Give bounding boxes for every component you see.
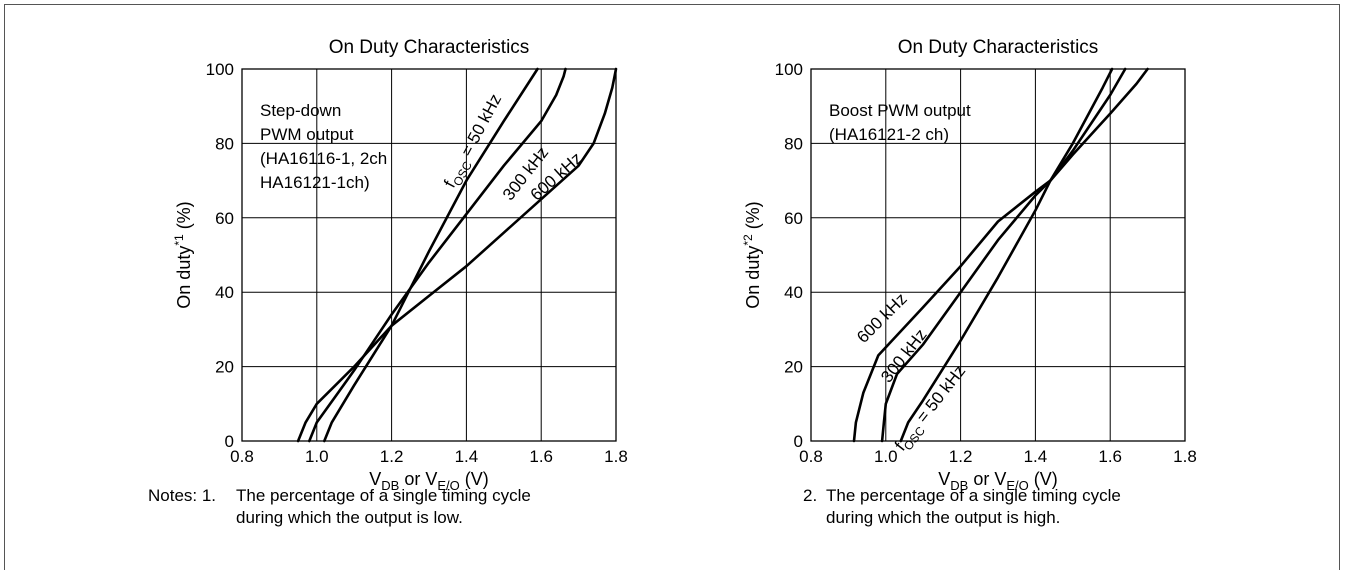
note-left-line1: The percentage of a single timing cycle xyxy=(236,486,531,505)
y-axis-label-sup: *2 xyxy=(741,234,755,246)
x-tick-label: 1.0 xyxy=(305,447,329,466)
y-axis-label-unit: (%) xyxy=(174,201,194,234)
series-line xyxy=(899,67,1149,443)
chart-on-duty-boost: 0.8 1.0 1.2 1.4 1.6 1.8 0 20 40 60 80 100 On Duty Ch… xyxy=(741,37,1197,493)
note-right-line2: during which the output is high. xyxy=(826,508,1061,527)
annotation-line: Boost PWM output xyxy=(829,101,971,120)
y-tick-label: 100 xyxy=(206,60,234,79)
y-tick-label: 20 xyxy=(784,358,803,377)
x-tick-label: 0.8 xyxy=(799,447,823,466)
annotation-line: Step-down xyxy=(260,101,341,120)
x-axis-label: VDB or VE/O (V) xyxy=(938,469,1058,493)
x-axis-label-main: V xyxy=(938,469,950,489)
x-axis-label: VDB or VE/O (V) xyxy=(369,469,489,493)
figure-frame xyxy=(4,4,1340,570)
note-right-body: The percentage of a single timing cycle … xyxy=(826,485,1121,529)
x-tick-label: 1.4 xyxy=(455,447,479,466)
x-tick-label: 1.6 xyxy=(1098,447,1122,466)
y-tick-label: 40 xyxy=(784,283,803,302)
x-tick-label: 1.2 xyxy=(949,447,973,466)
note-right-line1: The percentage of a single timing cycle xyxy=(826,486,1121,505)
annotation-line: HA16121-1ch) xyxy=(260,173,370,192)
y-axis-label-main: On duty xyxy=(174,246,194,309)
x-axis-label-sub: E/O xyxy=(437,478,459,493)
y-axis-label: On duty*2 (%) xyxy=(741,201,763,308)
y-axis-label-main: On duty xyxy=(743,246,763,309)
note-right-prefix: 2. xyxy=(803,486,818,505)
x-tick-label: 1.8 xyxy=(1173,447,1197,466)
curve-label-text: 600 kHz xyxy=(853,289,911,347)
series-line xyxy=(308,67,567,443)
x-tick-label: 1.6 xyxy=(529,447,553,466)
curve-label: 600 kHz xyxy=(853,289,911,347)
note-left-body: The percentage of a single timing cycle … xyxy=(236,485,531,529)
chart-title: On Duty Characteristics xyxy=(898,37,1099,58)
note-left: Notes: 1. xyxy=(148,485,216,507)
note-left-line2: during which the output is low. xyxy=(236,508,463,527)
x-tick-label: 1.8 xyxy=(604,447,628,466)
y-tick-label: 0 xyxy=(794,432,803,451)
note-right: 2. xyxy=(803,485,817,507)
y-tick-label: 40 xyxy=(215,283,234,302)
x-axis-label-sub: DB xyxy=(950,478,968,493)
y-tick-label: 100 xyxy=(775,60,803,79)
x-axis-label-sub: E/O xyxy=(1006,478,1028,493)
y-tick-label: 80 xyxy=(784,134,803,153)
curve-label-text: 300 kHz xyxy=(877,325,930,386)
annotation-line: (HA16116-1, 2ch xyxy=(260,149,387,168)
y-axis-label: On duty*1 (%) xyxy=(172,201,194,308)
curve-label: fOSC = 50 kHz xyxy=(440,91,509,193)
y-axis-label-unit: (%) xyxy=(743,201,763,234)
x-axis-label-unit: (V) xyxy=(460,469,489,489)
y-tick-label: 20 xyxy=(215,358,234,377)
x-tick-label: 0.8 xyxy=(230,447,254,466)
plot-area-border xyxy=(241,68,617,442)
y-tick-label: 80 xyxy=(215,134,234,153)
series-line xyxy=(296,67,618,443)
x-axis-label-mid: or V xyxy=(968,469,1006,489)
x-axis-label-mid: or V xyxy=(399,469,437,489)
series-line xyxy=(323,67,539,443)
x-axis-label-unit: (V) xyxy=(1029,469,1058,489)
y-tick-label: 60 xyxy=(784,209,803,228)
plot-area-border xyxy=(810,68,1186,442)
note-left-prefix: Notes: 1. xyxy=(148,486,217,505)
curve-label: 300 kHz xyxy=(877,325,930,386)
series-line xyxy=(852,67,1114,443)
curve-label-tail: = 50 kHz xyxy=(455,91,506,164)
x-tick-label: 1.2 xyxy=(380,447,404,466)
y-tick-label: 60 xyxy=(215,209,234,228)
x-tick-label: 1.4 xyxy=(1024,447,1048,466)
annotation-line: PWM output xyxy=(260,125,354,144)
chart-on-duty-step-down: 0.8 1.0 1.2 1.4 1.6 1.8 0 20 40 60 80 100 On Duty Ch… xyxy=(172,37,628,493)
chart-title: On Duty Characteristics xyxy=(329,37,530,58)
x-axis-label-sub: DB xyxy=(381,478,399,493)
annotation-line: (HA16121-2 ch) xyxy=(829,125,949,144)
y-tick-label: 0 xyxy=(225,432,234,451)
series-line xyxy=(880,67,1127,443)
x-axis-label-main: V xyxy=(369,469,381,489)
y-axis-label-sup: *1 xyxy=(172,234,186,246)
x-tick-label: 1.0 xyxy=(874,447,898,466)
